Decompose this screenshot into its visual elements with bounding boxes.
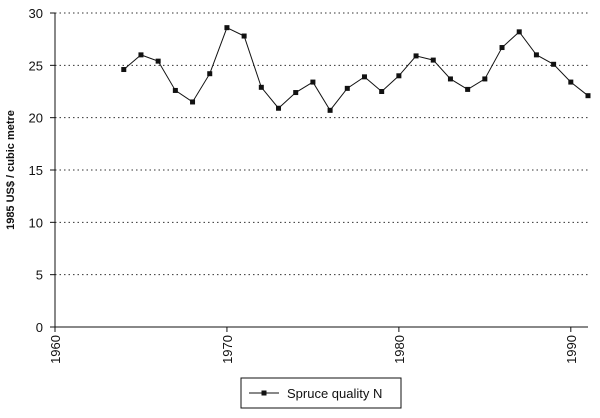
point bbox=[327, 107, 333, 113]
point bbox=[190, 99, 196, 105]
point bbox=[344, 85, 350, 91]
point bbox=[499, 45, 505, 51]
y-tick-label: 20 bbox=[29, 111, 43, 126]
point bbox=[482, 76, 488, 82]
point bbox=[224, 25, 230, 31]
point bbox=[207, 71, 213, 77]
point bbox=[293, 90, 299, 96]
point bbox=[241, 33, 247, 39]
point bbox=[585, 93, 591, 99]
point bbox=[447, 76, 453, 82]
x-tick-label: 1960 bbox=[48, 335, 63, 364]
point bbox=[413, 53, 419, 59]
point bbox=[396, 73, 402, 79]
point bbox=[379, 89, 385, 94]
y-axis-label: 1985 US$ / cubic metre bbox=[5, 110, 17, 230]
point bbox=[568, 79, 574, 85]
y-tick-label: 30 bbox=[29, 6, 43, 21]
point bbox=[516, 29, 522, 35]
point bbox=[138, 52, 144, 58]
legend-label: Spruce quality N bbox=[287, 386, 382, 401]
point bbox=[551, 61, 557, 67]
y-tick-label: 0 bbox=[36, 320, 43, 335]
point bbox=[276, 105, 282, 111]
x-tick-label: 1980 bbox=[392, 335, 407, 364]
point bbox=[121, 67, 127, 73]
y-tick-label: 25 bbox=[29, 58, 43, 73]
legend-marker bbox=[261, 390, 267, 396]
x-tick-label: 1990 bbox=[564, 335, 579, 364]
point bbox=[465, 86, 471, 92]
point bbox=[172, 87, 178, 93]
line bbox=[123, 26, 589, 112]
y-tick-label: 10 bbox=[29, 215, 43, 230]
y-tick-label: 5 bbox=[36, 268, 43, 283]
x-tick-label: 1970 bbox=[220, 335, 235, 364]
point bbox=[155, 58, 161, 64]
point bbox=[310, 79, 316, 85]
point bbox=[361, 74, 367, 80]
y-tick-label: 15 bbox=[29, 163, 43, 178]
point bbox=[258, 84, 264, 90]
point bbox=[533, 52, 539, 58]
point bbox=[430, 57, 436, 63]
